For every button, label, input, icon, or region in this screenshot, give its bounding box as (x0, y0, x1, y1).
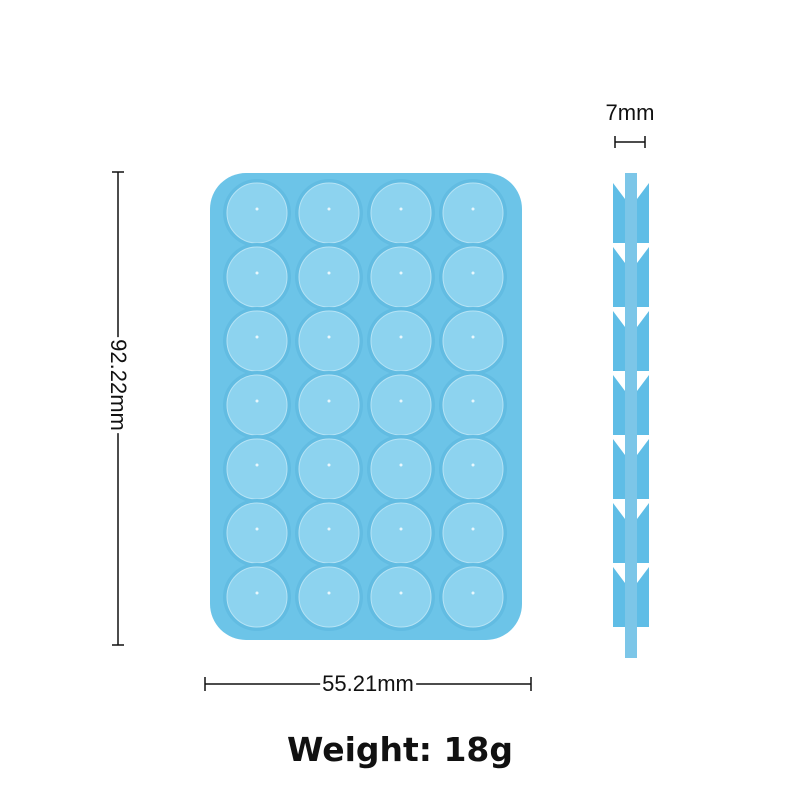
suction-cup (226, 310, 288, 372)
suction-cup-center (327, 207, 331, 211)
side-cup-right (637, 439, 649, 499)
side-cup-left (613, 503, 625, 563)
thickness-dimension-line (614, 136, 646, 148)
suction-cup-center (471, 527, 475, 531)
suction-cup-center (471, 335, 475, 339)
suction-cup-center (471, 207, 475, 211)
suction-cup (442, 246, 504, 308)
side-cup-left (613, 439, 625, 499)
suction-cup (226, 374, 288, 436)
side-cup-right (637, 503, 649, 563)
suction-cup (370, 566, 432, 628)
suction-cup (370, 374, 432, 436)
weight-label: Weight: 18g (286, 730, 514, 769)
suction-cup (226, 566, 288, 628)
suction-cup-center (399, 591, 403, 595)
side-cup-left (613, 375, 625, 435)
side-cup-right (637, 375, 649, 435)
suction-cup-center (327, 335, 331, 339)
height-label: 92.22mm (106, 337, 131, 433)
width-label: 55.21mm (320, 671, 416, 696)
suction-cup (298, 310, 360, 372)
suction-cup (226, 182, 288, 244)
suction-cup (298, 246, 360, 308)
side-cup-left (613, 183, 625, 243)
suction-cup-center (399, 207, 403, 211)
side-cup-right (637, 311, 649, 371)
suction-cup (442, 438, 504, 500)
suction-cup (370, 310, 432, 372)
suction-cup (226, 438, 288, 500)
suction-cup-center (255, 527, 259, 531)
suction-cup-center (255, 463, 259, 467)
suction-cup (442, 566, 504, 628)
suction-cup (370, 502, 432, 564)
suction-cup (370, 438, 432, 500)
suction-cup-center (255, 207, 259, 211)
suction-cup-center (255, 335, 259, 339)
suction-cup (370, 182, 432, 244)
suction-cup (370, 246, 432, 308)
suction-cup-center (471, 591, 475, 595)
suction-cup (442, 502, 504, 564)
suction-cup-center (399, 399, 403, 403)
suction-mat-side-view (613, 173, 649, 658)
suction-cup-center (327, 591, 331, 595)
suction-cup (442, 182, 504, 244)
side-cup-left (613, 311, 625, 371)
suction-cup-center (399, 271, 403, 275)
suction-cup-center (399, 463, 403, 467)
suction-cup (226, 502, 288, 564)
suction-cup (298, 566, 360, 628)
suction-cup (442, 310, 504, 372)
suction-cup-center (399, 335, 403, 339)
suction-cup (442, 374, 504, 436)
suction-cup-center (327, 527, 331, 531)
suction-cup-center (327, 271, 331, 275)
thickness-label: 7mm (605, 100, 655, 125)
suction-cup-center (327, 463, 331, 467)
suction-cup (226, 246, 288, 308)
side-cup-right (637, 183, 649, 243)
side-strip (625, 173, 637, 658)
suction-cup-center (327, 399, 331, 403)
suction-cup-center (471, 271, 475, 275)
suction-cup-center (399, 527, 403, 531)
suction-cup-center (471, 399, 475, 403)
side-cup-left (613, 567, 625, 627)
side-cup-right (637, 567, 649, 627)
suction-cup (298, 182, 360, 244)
suction-cup (298, 374, 360, 436)
side-cup-right (637, 247, 649, 307)
suction-cup-center (471, 463, 475, 467)
suction-cup-center (255, 399, 259, 403)
suction-cup-center (255, 591, 259, 595)
suction-cup-center (255, 271, 259, 275)
suction-cup (298, 502, 360, 564)
side-cup-left (613, 247, 625, 307)
suction-cup (298, 438, 360, 500)
